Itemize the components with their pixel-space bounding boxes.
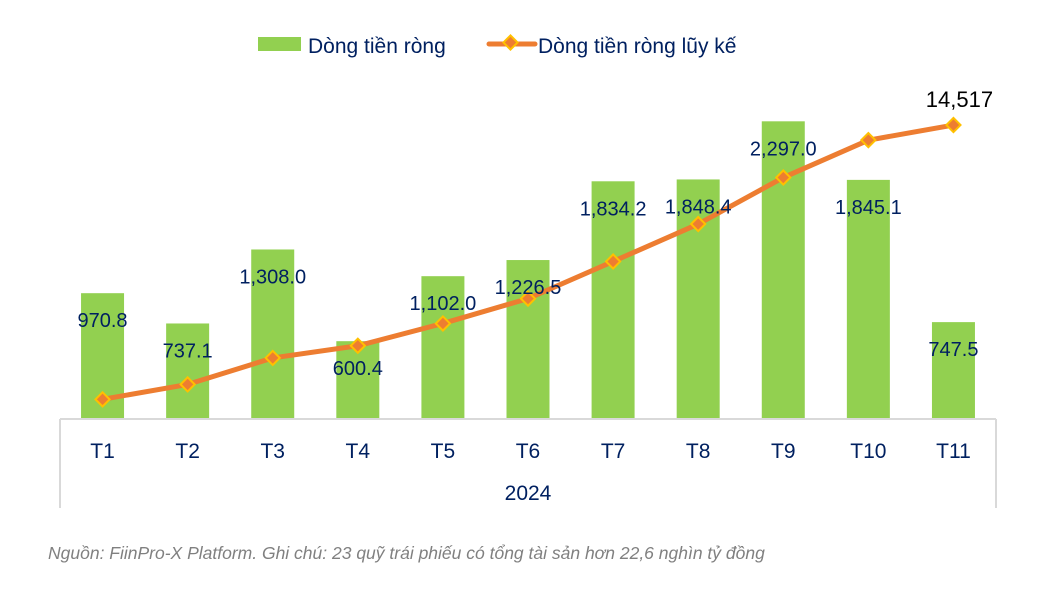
x-tick-label: T7 bbox=[601, 440, 626, 463]
legend-line-label: Dòng tiền ròng lũy kế bbox=[538, 35, 737, 58]
cumulative-marker-T3 bbox=[264, 349, 282, 367]
x-tick-label: T5 bbox=[431, 440, 456, 463]
legend-bar-label: Dòng tiền ròng bbox=[308, 35, 446, 58]
cumulative-marker-T2 bbox=[179, 375, 197, 393]
bar-data-label: 1,102.0 bbox=[410, 293, 477, 315]
bar-data-label: 2,297.0 bbox=[750, 138, 817, 160]
x-tick-label: T10 bbox=[850, 440, 886, 463]
bar-data-label: 737.1 bbox=[163, 340, 213, 362]
bar-T9 bbox=[761, 121, 805, 419]
x-tick-label: T9 bbox=[771, 440, 796, 463]
bar-data-label: 1,308.0 bbox=[239, 266, 306, 288]
legend-bar-swatch bbox=[258, 37, 301, 51]
cumulative-marker-T11 bbox=[944, 116, 962, 134]
footnote: Nguồn: FiinPro-X Platform. Ghi chú: 23 q… bbox=[48, 543, 765, 563]
x-group-label: 2024 bbox=[505, 482, 552, 505]
x-tick-label: T2 bbox=[175, 440, 200, 463]
x-tick-label: T3 bbox=[260, 440, 285, 463]
bar-data-label: 1,226.5 bbox=[495, 277, 562, 299]
bar-T11 bbox=[931, 322, 975, 419]
x-tick-label: T1 bbox=[90, 440, 115, 463]
cumulative-marker-T9 bbox=[774, 169, 792, 187]
bar-data-label: 600.4 bbox=[333, 358, 383, 380]
bar-data-label: 1,845.1 bbox=[835, 197, 902, 219]
bar-T3 bbox=[251, 249, 295, 419]
bar-T6 bbox=[506, 260, 550, 419]
bar-T2 bbox=[166, 323, 210, 419]
x-tick-label: T8 bbox=[686, 440, 711, 463]
legend-line-marker bbox=[502, 34, 519, 51]
bar-T7 bbox=[591, 181, 635, 419]
cumulative-marker-T5 bbox=[434, 314, 452, 332]
cumulative-end-label: 14,517 bbox=[926, 87, 993, 112]
bar-data-label: 970.8 bbox=[78, 310, 128, 332]
cumulative-marker-T6 bbox=[519, 290, 537, 308]
bar-T5 bbox=[421, 276, 465, 419]
x-tick-label: T4 bbox=[346, 440, 371, 463]
cumulative-marker-T4 bbox=[349, 337, 367, 355]
bar-T10 bbox=[846, 179, 890, 419]
bar-data-label: 747.5 bbox=[928, 339, 978, 361]
x-tick-label: T6 bbox=[516, 440, 541, 463]
cumulative-marker-T1 bbox=[94, 390, 112, 408]
bar-data-label: 1,848.4 bbox=[665, 196, 732, 218]
cumulative-marker-T7 bbox=[604, 252, 622, 270]
legend: Dòng tiền ròng Dòng tiền ròng lũy kế bbox=[258, 34, 737, 58]
bar-data-label: 1,834.2 bbox=[580, 198, 647, 220]
cumulative-marker-T10 bbox=[859, 131, 877, 149]
x-tick-label: T11 bbox=[936, 440, 971, 463]
cumulative-marker-T8 bbox=[689, 215, 707, 233]
